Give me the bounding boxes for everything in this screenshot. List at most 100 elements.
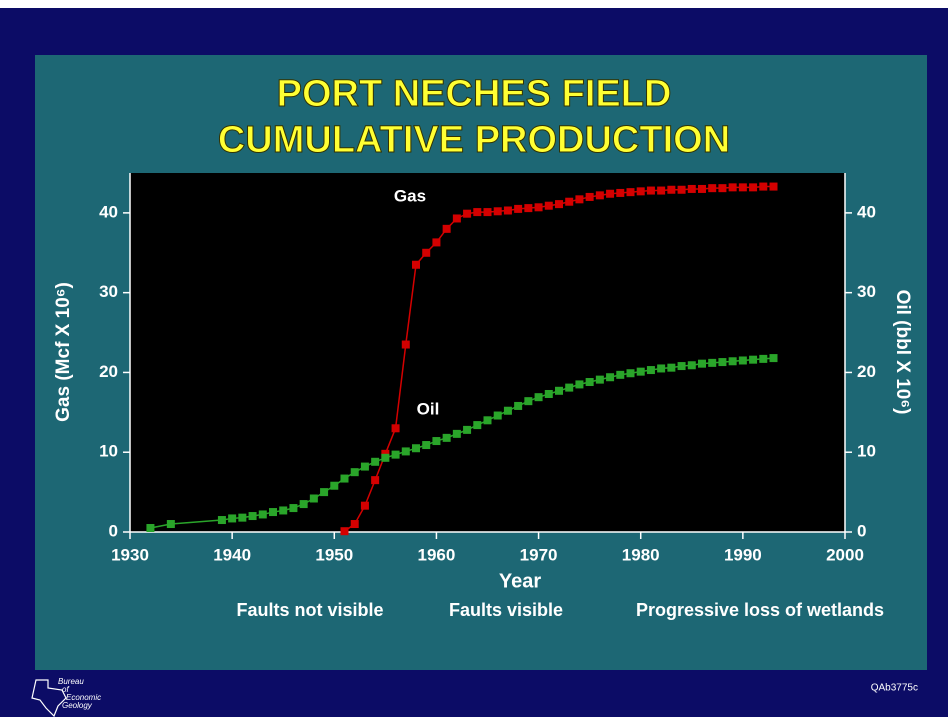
data-point bbox=[422, 441, 431, 450]
data-point bbox=[544, 201, 553, 210]
data-point bbox=[442, 433, 451, 442]
data-point bbox=[340, 474, 349, 483]
logo-text: Bureau bbox=[58, 677, 84, 686]
data-point bbox=[616, 188, 625, 197]
data-point bbox=[463, 209, 472, 218]
y-tick-label: 10 bbox=[99, 442, 118, 461]
y-axis-label: Gas (Mcf X 10⁶) bbox=[53, 282, 74, 422]
x-tick-label: 1930 bbox=[111, 545, 149, 564]
y-tick-label: 30 bbox=[99, 282, 118, 301]
data-point bbox=[514, 401, 523, 410]
data-point bbox=[738, 183, 747, 192]
data-point bbox=[330, 481, 339, 490]
y2-tick-label: 40 bbox=[857, 202, 876, 221]
annotation: Faults visible bbox=[449, 600, 563, 620]
data-point bbox=[381, 453, 390, 462]
data-point bbox=[565, 383, 574, 392]
series-label: Oil bbox=[417, 399, 440, 418]
data-point bbox=[687, 361, 696, 370]
data-point bbox=[340, 527, 349, 536]
footer-code: QAb3775c bbox=[871, 683, 918, 694]
y2-tick-label: 30 bbox=[857, 282, 876, 301]
data-point bbox=[657, 364, 666, 373]
y-tick-label: 0 bbox=[109, 521, 118, 540]
y2-tick-label: 0 bbox=[857, 521, 866, 540]
data-point bbox=[534, 393, 543, 402]
data-point bbox=[595, 375, 604, 384]
data-point bbox=[636, 367, 645, 376]
data-point bbox=[738, 356, 747, 365]
data-point bbox=[309, 494, 318, 503]
annotation: Progressive loss of wetlands bbox=[636, 600, 884, 620]
data-point bbox=[555, 200, 563, 209]
data-point bbox=[289, 504, 298, 513]
data-point bbox=[749, 183, 758, 192]
data-point bbox=[616, 370, 625, 379]
data-point bbox=[320, 488, 329, 497]
logo-shape bbox=[31, 679, 67, 717]
data-point bbox=[544, 389, 553, 398]
x-tick-label: 1980 bbox=[622, 545, 660, 564]
data-point bbox=[667, 363, 676, 372]
data-point bbox=[534, 203, 543, 212]
data-point bbox=[555, 386, 563, 395]
data-point bbox=[698, 184, 706, 193]
data-point bbox=[228, 514, 237, 523]
data-point bbox=[626, 188, 635, 197]
data-point bbox=[708, 184, 717, 193]
x-tick-label: 2000 bbox=[826, 545, 864, 564]
data-point bbox=[463, 425, 472, 434]
data-point bbox=[606, 189, 615, 198]
data-point bbox=[279, 506, 288, 515]
data-point bbox=[728, 183, 737, 192]
y-tick-label: 20 bbox=[99, 362, 118, 381]
data-point bbox=[708, 358, 717, 367]
logo-text: Geology bbox=[62, 701, 93, 710]
data-point bbox=[350, 520, 359, 529]
series-label: Gas bbox=[394, 186, 426, 205]
plot-area bbox=[130, 173, 845, 532]
data-point bbox=[350, 468, 359, 477]
data-point bbox=[718, 184, 727, 193]
data-point bbox=[146, 524, 155, 533]
title-line: PORT NECHES FIELD bbox=[277, 73, 672, 115]
data-point bbox=[401, 340, 410, 349]
annotation: Faults not visible bbox=[236, 600, 383, 620]
y2-axis-label: Oil (bbl X 10⁶) bbox=[892, 290, 913, 415]
data-point bbox=[606, 373, 615, 382]
data-point bbox=[759, 182, 768, 191]
data-point bbox=[728, 357, 737, 366]
data-point bbox=[452, 429, 461, 438]
data-point bbox=[422, 248, 431, 257]
x-tick-label: 1960 bbox=[418, 545, 456, 564]
data-point bbox=[698, 359, 706, 368]
data-point bbox=[646, 366, 655, 375]
data-point bbox=[269, 508, 277, 517]
data-point bbox=[391, 450, 400, 459]
data-point bbox=[432, 238, 441, 247]
data-point bbox=[749, 355, 758, 364]
data-point bbox=[503, 206, 512, 215]
y2-tick-label: 10 bbox=[857, 442, 876, 461]
data-point bbox=[452, 214, 461, 223]
data-point bbox=[473, 421, 482, 430]
logo-text: of bbox=[62, 685, 69, 694]
data-point bbox=[667, 185, 676, 194]
data-point bbox=[585, 192, 594, 201]
data-point bbox=[575, 195, 584, 204]
data-point bbox=[769, 354, 778, 363]
data-point bbox=[371, 476, 380, 485]
data-point bbox=[442, 224, 451, 233]
data-point bbox=[769, 182, 778, 191]
data-point bbox=[503, 406, 512, 415]
data-point bbox=[585, 378, 594, 387]
data-point bbox=[401, 447, 410, 456]
data-point bbox=[657, 186, 666, 195]
data-point bbox=[432, 437, 441, 446]
data-point bbox=[718, 358, 727, 367]
data-point bbox=[646, 186, 655, 195]
data-point bbox=[166, 520, 175, 529]
data-point bbox=[217, 516, 226, 525]
x-tick-label: 1970 bbox=[520, 545, 558, 564]
